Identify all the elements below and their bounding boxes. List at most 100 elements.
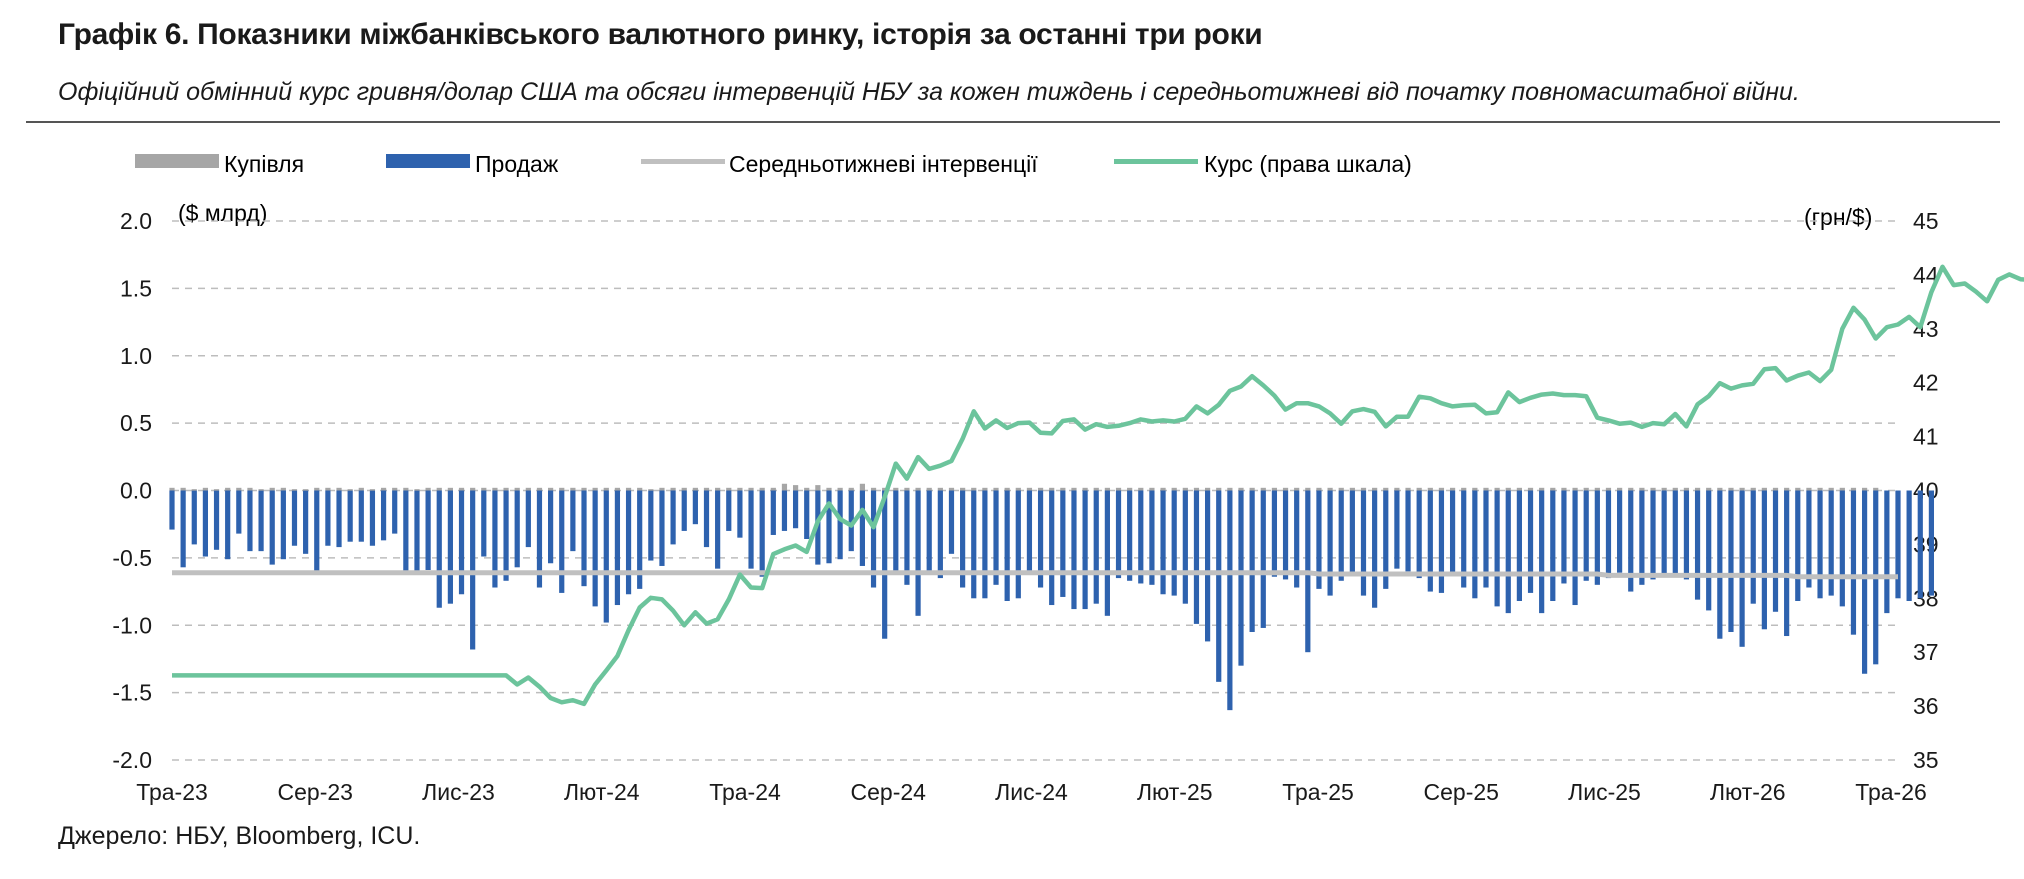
y2-tick-label: 39 bbox=[1913, 531, 1939, 557]
bar-sell bbox=[848, 490, 854, 552]
y-tick-label: -2.0 bbox=[112, 747, 152, 773]
bar-buy bbox=[1561, 487, 1567, 491]
bar-sell bbox=[1527, 490, 1534, 593]
bar-sell bbox=[737, 490, 743, 538]
bar-buy bbox=[1694, 487, 1701, 491]
bar-buy bbox=[848, 487, 854, 491]
y-tick-label: 1.0 bbox=[120, 343, 152, 369]
bar-buy bbox=[1717, 487, 1723, 491]
bar-buy bbox=[1539, 487, 1545, 491]
bar-sell bbox=[447, 490, 453, 604]
bar-buy bbox=[1472, 487, 1478, 491]
bar-buy bbox=[1049, 487, 1055, 491]
bar-sell bbox=[358, 490, 364, 542]
bar-buy bbox=[225, 487, 231, 491]
sell-bars bbox=[169, 490, 1935, 711]
bar-buy bbox=[692, 487, 698, 491]
bar-buy bbox=[1828, 487, 1834, 491]
legend-item-rate[interactable]: Курс (права шкала) bbox=[1114, 151, 1412, 177]
bar-sell bbox=[314, 490, 320, 572]
x-tick-label: Тра-23 bbox=[136, 779, 208, 805]
bar-buy bbox=[1795, 487, 1801, 491]
bar-sell bbox=[893, 490, 899, 573]
bar-sell bbox=[937, 490, 943, 579]
bar-sell bbox=[1594, 490, 1600, 585]
bar-buy bbox=[1383, 487, 1389, 491]
bar-buy bbox=[236, 487, 242, 491]
x-tick-label: Лют-26 bbox=[1710, 779, 1786, 805]
bar-sell bbox=[1438, 490, 1445, 593]
legend-item-average[interactable]: Середньотижневі інтервенції bbox=[641, 151, 1038, 177]
bar-sell bbox=[514, 490, 520, 568]
bar-buy bbox=[1327, 487, 1333, 491]
bar-buy bbox=[1750, 487, 1756, 491]
bar-buy bbox=[1739, 487, 1745, 491]
bar-buy bbox=[1015, 487, 1021, 491]
bar-buy bbox=[548, 487, 554, 491]
bar-buy bbox=[1260, 487, 1266, 491]
bar-buy bbox=[369, 489, 376, 491]
bar-sell bbox=[648, 490, 654, 561]
bar-buy bbox=[948, 487, 955, 491]
bar-buy bbox=[202, 487, 209, 491]
bar-sell bbox=[536, 490, 543, 588]
left-axis-unit: ($ млрд) bbox=[178, 200, 267, 226]
bar-buy bbox=[625, 487, 632, 491]
bar-sell bbox=[692, 490, 698, 525]
legend-label-buy: Купівля bbox=[224, 151, 304, 177]
bar-buy bbox=[1093, 487, 1099, 491]
bar-sell bbox=[1193, 490, 1200, 624]
legend-swatch-sell bbox=[386, 154, 470, 168]
y-tick-label: -0.5 bbox=[112, 545, 152, 571]
legend-item-buy[interactable]: Купівля bbox=[135, 151, 304, 177]
bar-sell bbox=[403, 490, 409, 575]
bar-sell bbox=[1037, 490, 1044, 588]
bar-buy bbox=[1661, 487, 1667, 491]
bar-sell bbox=[1928, 490, 1935, 596]
bar-sell bbox=[1672, 490, 1678, 576]
bar-sell bbox=[548, 490, 554, 564]
bar-sell bbox=[1750, 490, 1756, 604]
bar-buy bbox=[737, 487, 743, 491]
y-tick-label: -1.5 bbox=[112, 680, 152, 706]
bar-sell bbox=[1806, 490, 1812, 588]
bar-sell bbox=[392, 490, 398, 534]
bar-buy bbox=[937, 487, 943, 491]
y2-tick-label: 37 bbox=[1913, 639, 1939, 665]
bar-sell bbox=[1060, 490, 1066, 597]
bar-sell bbox=[971, 490, 977, 599]
bar-buy bbox=[1060, 487, 1066, 491]
bar-buy bbox=[1249, 487, 1255, 491]
bar-sell bbox=[325, 490, 331, 546]
bar-buy bbox=[1305, 487, 1311, 491]
bar-sell bbox=[1449, 490, 1456, 575]
bar-sell bbox=[1839, 490, 1845, 607]
bar-buy bbox=[1138, 487, 1144, 491]
bar-sell bbox=[1683, 490, 1690, 580]
legend-item-sell[interactable]: Продаж bbox=[386, 151, 559, 177]
bar-buy bbox=[1004, 487, 1010, 491]
bar-sell bbox=[1416, 490, 1422, 579]
bar-buy bbox=[1761, 487, 1767, 491]
bar-sell bbox=[960, 490, 966, 588]
bar-buy bbox=[993, 487, 999, 491]
x-tick-label: Лис-24 bbox=[995, 779, 1068, 805]
bar-sell bbox=[570, 490, 576, 552]
bar-buy bbox=[1850, 487, 1857, 491]
legend-label-average: Середньотижневі інтервенції bbox=[729, 151, 1038, 177]
bar-sell bbox=[859, 490, 865, 566]
bar-sell bbox=[1104, 490, 1110, 616]
bar-sell bbox=[525, 490, 531, 548]
bar-buy bbox=[1394, 487, 1400, 491]
x-tick-label: Тра-24 bbox=[709, 779, 781, 805]
bar-buy bbox=[1171, 487, 1177, 491]
legend: Купівля Продаж Середньотижневі інтервенц… bbox=[135, 151, 1412, 177]
bar-buy bbox=[1461, 487, 1467, 491]
bar-buy bbox=[380, 487, 387, 491]
bar-buy bbox=[1438, 487, 1445, 491]
bar-sell bbox=[1405, 490, 1411, 572]
bar-sell bbox=[1472, 490, 1478, 599]
bar-sell bbox=[659, 490, 665, 566]
bar-buy bbox=[982, 487, 988, 491]
bar-sell bbox=[247, 490, 253, 552]
